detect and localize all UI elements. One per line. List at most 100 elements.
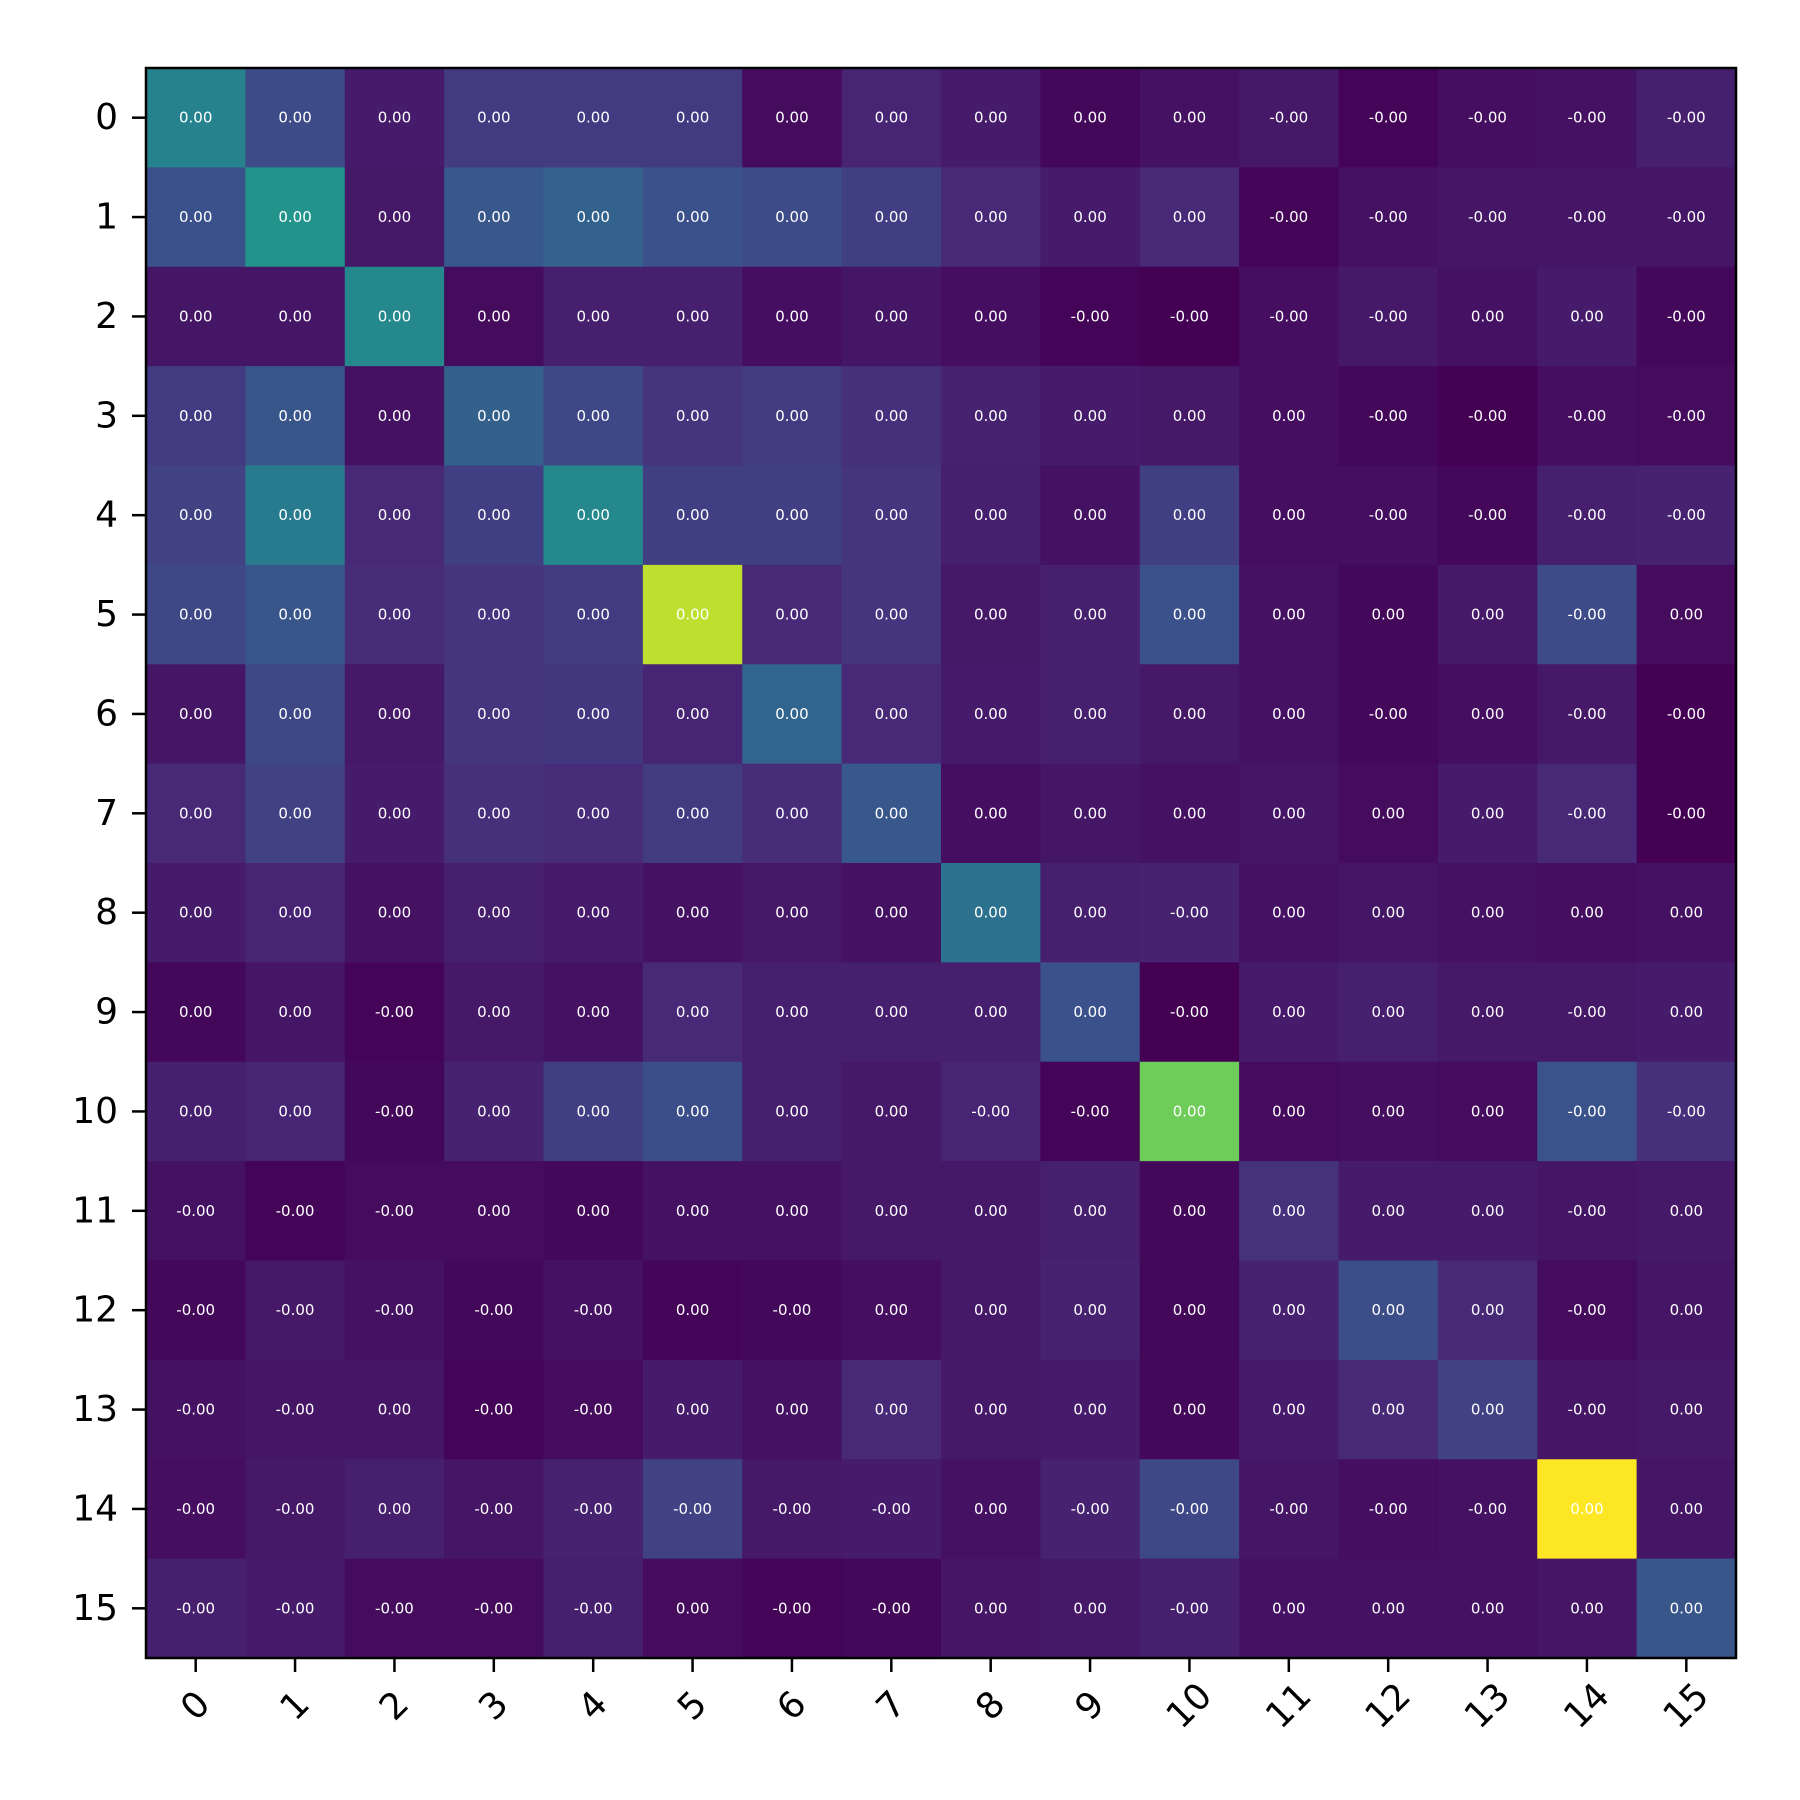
cell-label-r13-c6: 0.00 — [775, 1401, 808, 1419]
heatmap-cell-r4-c0 — [146, 465, 246, 566]
heatmap-cell-r4-c9 — [1040, 465, 1141, 566]
heatmap-cell-r15-c15 — [1636, 1558, 1737, 1659]
heatmap-cell-r6-c5 — [642, 664, 743, 765]
cell-label-r7-c10: 0.00 — [1173, 804, 1206, 822]
heatmap-cell-r2-c14 — [1537, 266, 1638, 367]
cell-label-r5-c9: 0.00 — [1073, 606, 1106, 624]
heatmap-cell-r0-c3 — [444, 68, 545, 168]
heatmap-cell-r10-c8 — [941, 1061, 1041, 1162]
cell-label-r3-c7: 0.00 — [875, 407, 908, 425]
cell-label-r9-c8: 0.00 — [974, 1003, 1007, 1021]
cell-label-r3-c15: -0.00 — [1667, 407, 1706, 425]
heatmap-cell-r8-c1 — [245, 863, 346, 963]
cell-label-r10-c0: 0.00 — [179, 1102, 212, 1120]
y-tick-label-7: 7 — [95, 793, 118, 834]
cell-label-r1-c8: 0.00 — [974, 208, 1007, 226]
cell-label-r1-c1: 0.00 — [278, 208, 311, 226]
cell-label-r4-c7: 0.00 — [875, 506, 908, 524]
heatmap-cell-r12-c11 — [1239, 1260, 1340, 1361]
x-tick-label-9: 9 — [1067, 1683, 1112, 1728]
heatmap-cell-r6-c11 — [1239, 664, 1340, 765]
cell-label-r13-c1: -0.00 — [276, 1401, 315, 1419]
cell-label-r15-c10: -0.00 — [1170, 1599, 1209, 1617]
cell-label-r12-c6: -0.00 — [773, 1301, 812, 1319]
heatmap-cell-r3-c7 — [841, 366, 942, 467]
cell-label-r9-c13: 0.00 — [1471, 1003, 1504, 1021]
heatmap-cell-r10-c9 — [1040, 1061, 1141, 1162]
cell-label-r12-c4: -0.00 — [574, 1301, 613, 1319]
cell-label-r15-c14: 0.00 — [1570, 1599, 1603, 1617]
cell-label-r12-c10: 0.00 — [1173, 1301, 1206, 1319]
heatmap-cell-r15-c14 — [1537, 1558, 1638, 1659]
y-tick-label-14: 14 — [72, 1488, 118, 1529]
heatmap-cell-r7-c13 — [1437, 763, 1538, 864]
cell-label-r4-c9: 0.00 — [1073, 506, 1106, 524]
x-tick-label-6: 6 — [769, 1683, 814, 1728]
heatmap-cell-r4-c3 — [444, 465, 545, 566]
heatmap-cell-r2-c7 — [841, 266, 942, 367]
cell-label-r11-c9: 0.00 — [1073, 1202, 1106, 1220]
cell-label-r15-c3: -0.00 — [474, 1599, 513, 1617]
heatmap-cell-r2-c12 — [1338, 266, 1439, 367]
heatmap-cell-r12-c1 — [245, 1260, 346, 1361]
heatmap-cell-r0-c1 — [245, 68, 346, 168]
cell-label-r13-c8: 0.00 — [974, 1401, 1007, 1419]
cell-label-r3-c8: 0.00 — [974, 407, 1007, 425]
cell-label-r0-c12: -0.00 — [1369, 109, 1408, 127]
cell-label-r3-c11: 0.00 — [1272, 407, 1305, 425]
cell-label-r4-c13: -0.00 — [1468, 506, 1507, 524]
cell-label-r9-c6: 0.00 — [775, 1003, 808, 1021]
cell-label-r1-c15: -0.00 — [1667, 208, 1706, 226]
heatmap-cell-r11-c13 — [1437, 1161, 1538, 1262]
cell-label-r4-c10: 0.00 — [1173, 506, 1206, 524]
cell-label-r2-c13: 0.00 — [1471, 307, 1504, 325]
heatmap-cell-r10-c10 — [1139, 1061, 1240, 1162]
heatmap-cell-r9-c4 — [543, 962, 644, 1063]
heatmap-cell-r11-c0 — [146, 1161, 246, 1262]
heatmap-cell-r14-c11 — [1239, 1459, 1340, 1560]
cell-label-r8-c2: 0.00 — [378, 904, 411, 922]
heatmap-cell-r12-c3 — [444, 1260, 545, 1361]
heatmap-cell-r12-c14 — [1537, 1260, 1638, 1361]
cell-label-r0-c8: 0.00 — [974, 109, 1007, 127]
cell-label-r4-c3: 0.00 — [477, 506, 510, 524]
cell-label-r11-c0: -0.00 — [176, 1202, 215, 1220]
cell-label-r2-c2: 0.00 — [378, 307, 411, 325]
cell-label-r6-c11: 0.00 — [1272, 705, 1305, 723]
heatmap-cell-r0-c12 — [1338, 68, 1439, 168]
heatmap-cell-r1-c11 — [1239, 167, 1340, 268]
cell-label-r4-c0: 0.00 — [179, 506, 212, 524]
y-tick-label-1: 1 — [95, 197, 118, 238]
heatmap-cell-r2-c9 — [1040, 266, 1141, 367]
cell-label-r8-c7: 0.00 — [875, 904, 908, 922]
cell-label-r1-c6: 0.00 — [775, 208, 808, 226]
x-tick-label-8: 8 — [968, 1683, 1013, 1728]
x-tick-label-10: 10 — [1159, 1675, 1220, 1736]
cell-label-r9-c1: 0.00 — [278, 1003, 311, 1021]
heatmap-cell-r1-c4 — [543, 167, 644, 268]
heatmap-cell-r4-c12 — [1338, 465, 1439, 566]
heatmap-cell-r13-c1 — [245, 1359, 346, 1460]
cell-label-r4-c12: -0.00 — [1369, 506, 1408, 524]
cell-label-r3-c5: 0.00 — [676, 407, 709, 425]
heatmap-cell-r14-c7 — [841, 1459, 942, 1560]
heatmap-cell-r0-c13 — [1437, 68, 1538, 168]
cell-label-r10-c9: -0.00 — [1071, 1102, 1110, 1120]
heatmap-cell-r5-c1 — [245, 564, 346, 665]
cell-label-r9-c5: 0.00 — [676, 1003, 709, 1021]
cell-label-r13-c9: 0.00 — [1073, 1401, 1106, 1419]
heatmap-cell-r5-c6 — [742, 564, 843, 665]
heatmap-cell-r3-c1 — [245, 366, 346, 467]
cell-label-r1-c7: 0.00 — [875, 208, 908, 226]
y-tick-label-3: 3 — [95, 395, 118, 436]
heatmap-cell-r12-c13 — [1437, 1260, 1538, 1361]
cell-label-r11-c13: 0.00 — [1471, 1202, 1504, 1220]
cell-label-r15-c2: -0.00 — [375, 1599, 414, 1617]
x-tick-label-15: 15 — [1656, 1675, 1717, 1736]
heatmap-cell-r8-c8 — [941, 863, 1041, 963]
cell-label-r7-c0: 0.00 — [179, 804, 212, 822]
heatmap-cell-r5-c3 — [444, 564, 545, 665]
heatmap-cell-r9-c1 — [245, 962, 346, 1063]
cell-label-r9-c14: -0.00 — [1568, 1003, 1607, 1021]
heatmap-cell-r8-c3 — [444, 863, 545, 963]
